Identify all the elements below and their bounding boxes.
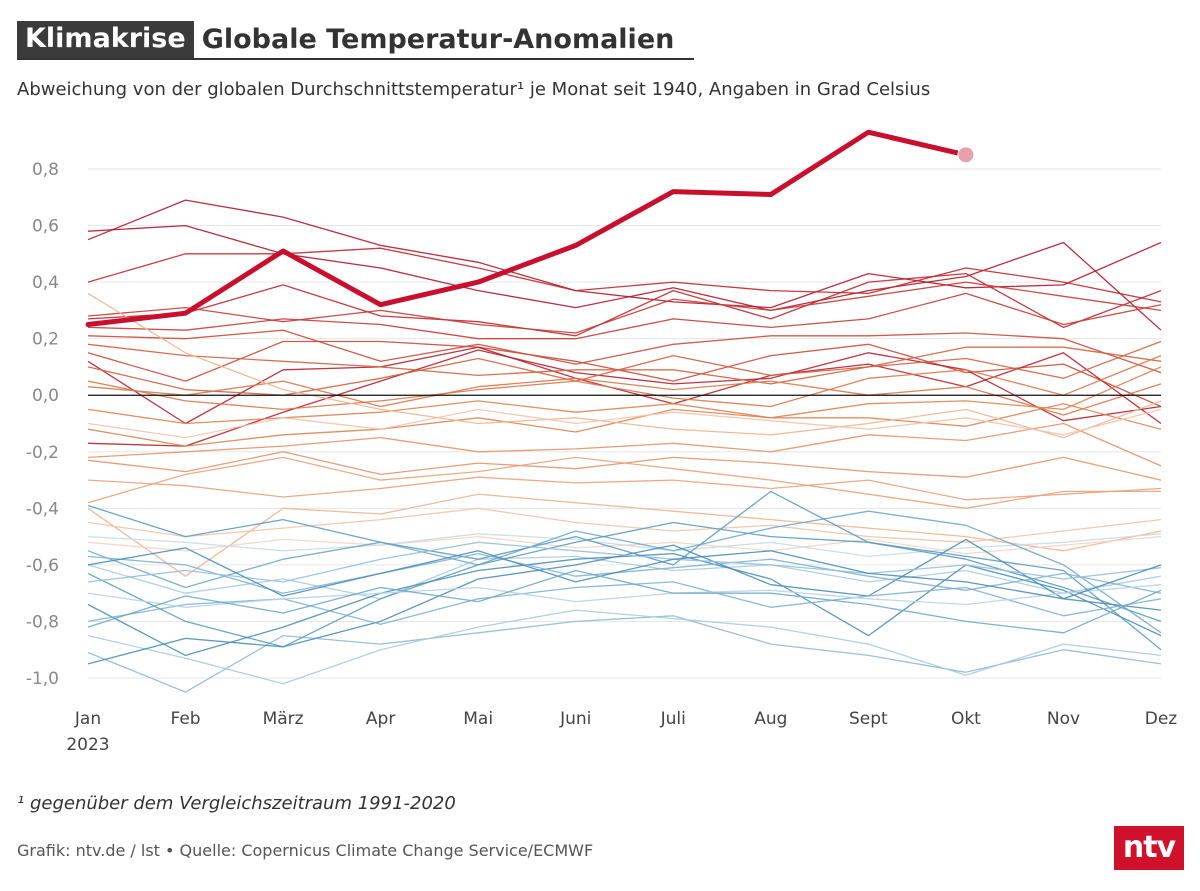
- series-lines: [87, 199, 1162, 693]
- grid-lines: [88, 168, 1161, 679]
- series-line-y37: [87, 541, 1162, 583]
- x-tick-label: Apr: [366, 709, 395, 729]
- x-year-label: 2023: [66, 735, 109, 755]
- x-tick-label: Mai: [463, 709, 493, 729]
- series-line-y13: [87, 354, 1162, 411]
- y-tick-label: -0,2: [26, 443, 59, 463]
- topic-tag: Klimakrise: [17, 20, 194, 58]
- x-tick-label: Sept: [849, 709, 888, 729]
- title-underline: [17, 58, 694, 60]
- series-line-2023: [85, 129, 969, 327]
- chart-title: Globale Temperatur-Anomalien: [201, 23, 675, 55]
- series-line-y11: [87, 346, 1162, 396]
- series-line-y38: [87, 584, 1162, 608]
- y-tick-label: 0,0: [32, 386, 59, 406]
- series-line-y23: [87, 507, 1162, 543]
- series-line-y08: [87, 340, 1162, 408]
- series-line-y24: [87, 408, 1162, 439]
- x-tick-label: Juli: [660, 709, 686, 729]
- series-line-y16: [87, 403, 1162, 447]
- series-line-y18: [87, 451, 1162, 481]
- footnote: ¹ gegenüber dem Vergleichszeitraum 1991-…: [17, 793, 456, 814]
- series-line-y14: [87, 377, 1162, 416]
- series-line-y15: [87, 366, 1162, 425]
- x-tick-label: Nov: [1047, 709, 1080, 729]
- source-credit: Grafik: ntv.de / lst • Quelle: Copernicu…: [17, 841, 594, 860]
- series-line-y17: [87, 422, 1162, 467]
- x-tick-label: Juni: [559, 709, 591, 729]
- y-tick-label: 0,8: [32, 160, 59, 180]
- series-line-y09: [87, 346, 1162, 425]
- series-line-y01: [87, 224, 1162, 331]
- series-line-y26: [87, 533, 1162, 558]
- y-axis-ticks: 0,8 0,6 0,4 0,2 0,0 -0,2 -0,4 -0,6 -0,8 -1,0: [26, 160, 59, 689]
- y-tick-label: 0,6: [32, 217, 59, 237]
- series-line-y12: [87, 340, 1162, 385]
- chart-subtitle: Abweichung von der globalen Durchschnitt…: [17, 79, 931, 100]
- x-tick-label: Aug: [754, 709, 787, 729]
- series-line-y22: [87, 493, 1162, 577]
- series-line-y04: [87, 272, 1162, 337]
- series-line-y05: [87, 281, 1162, 334]
- x-axis-ticks: Jan Feb März Apr Mai Juni Juli Aug Sept Okt Nov Dez…: [66, 709, 1177, 755]
- title-row: Klimakrise Globale Temperatur-Anomalien: [17, 17, 680, 61]
- series-line-y40: [87, 569, 1162, 634]
- series-line-y29: [87, 609, 1162, 685]
- line-chart: 0,8 0,6 0,4 0,2 0,0 -0,2 -0,4 -0,6 -0,8 -1,0 Jan F…: [26, 129, 1177, 755]
- series-line-y21: [87, 292, 1162, 439]
- series-line-y39: [87, 547, 1162, 600]
- series-line-y10: [87, 349, 1162, 447]
- series-line-y27: [87, 555, 1162, 600]
- series-line-y02: [87, 199, 1162, 309]
- y-tick-label: -1,0: [26, 669, 59, 689]
- series-line-y06: [87, 292, 1162, 340]
- ntv-logo: ntv: [1114, 826, 1184, 870]
- series-line-y30: [87, 510, 1162, 634]
- series-line-y03: [87, 247, 1162, 303]
- series-line-y28: [87, 615, 1162, 693]
- y-tick-label: 0,2: [32, 330, 59, 350]
- series-line-y32: [87, 490, 1162, 651]
- x-tick-label: Okt: [951, 709, 981, 729]
- x-tick-label: März: [263, 709, 304, 729]
- y-tick-label: -0,8: [26, 612, 59, 632]
- x-tick-label: Jan: [74, 709, 101, 729]
- x-tick-label: Dez: [1145, 709, 1178, 729]
- series-line-y34: [87, 552, 1162, 657]
- series-line-y19: [87, 476, 1162, 501]
- series-line-y20: [87, 456, 1161, 509]
- latest-point-marker: [957, 146, 975, 164]
- y-tick-label: -0,6: [26, 556, 59, 576]
- series-line-y31: [87, 521, 1162, 648]
- x-tick-label: Feb: [170, 709, 200, 729]
- series-line-y07: [87, 329, 1162, 374]
- highlight-series-2023: [85, 129, 975, 327]
- y-tick-label: 0,4: [32, 273, 59, 293]
- y-tick-label: -0,4: [26, 499, 59, 519]
